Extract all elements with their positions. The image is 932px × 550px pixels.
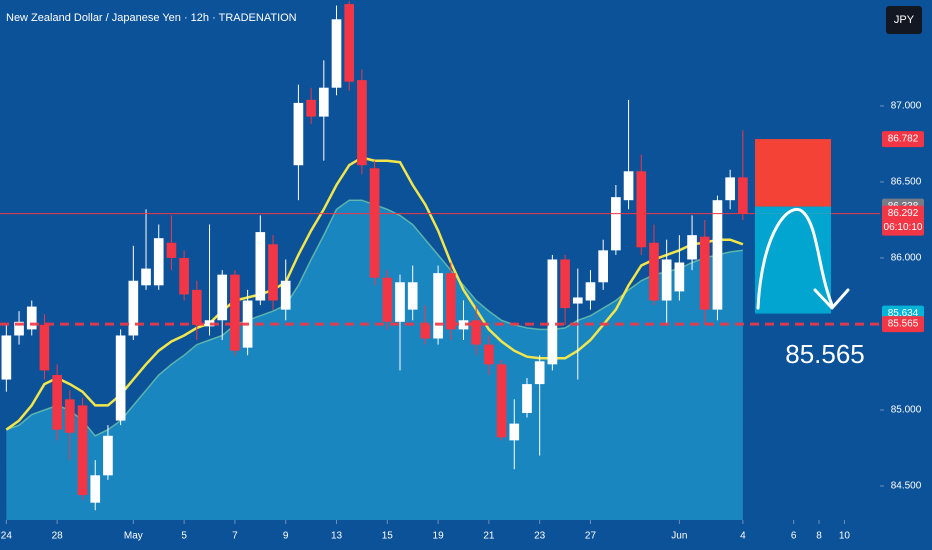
x-tick-label: 5 (181, 531, 187, 542)
candle-body (712, 200, 723, 310)
countdown-label: 06:10:10 (884, 222, 923, 233)
candle-body (293, 102, 304, 166)
candle-body (674, 262, 685, 292)
x-tick-label: 8 (816, 531, 822, 542)
candle-body (153, 238, 164, 286)
y-tick-label: 85.000 (891, 405, 922, 416)
candle-body (331, 19, 342, 88)
candle-body (141, 268, 151, 286)
candle-body (217, 274, 228, 321)
price-tag (882, 131, 924, 148)
candle-body (382, 277, 393, 322)
last-price-tag (882, 205, 924, 236)
candle-body (26, 306, 37, 330)
x-tick-label: 19 (433, 531, 445, 542)
candle-body (280, 280, 291, 310)
candle-body (687, 235, 697, 260)
candle-body (738, 177, 748, 214)
candle-body (725, 177, 735, 201)
candle-body (407, 282, 418, 310)
candle-body (306, 99, 316, 117)
candle-body (357, 80, 367, 166)
x-tick-label: 28 (52, 531, 64, 542)
candle-body (560, 259, 570, 309)
y-tick-label: 86.500 (891, 177, 922, 188)
candle-body (268, 244, 278, 301)
candle-body (445, 273, 456, 330)
candle-body (636, 171, 647, 248)
x-tick-label: May (124, 531, 143, 542)
x-tick-label: 9 (283, 531, 289, 542)
candle-body (65, 399, 75, 433)
candle-body (369, 168, 380, 278)
price-tag-label: 85.634 (888, 308, 919, 319)
y-tick-label: 87.000 (891, 101, 922, 112)
candle-body (420, 324, 431, 339)
candle-body (585, 282, 596, 301)
candle-body (471, 320, 482, 345)
candle-body (52, 374, 62, 430)
candle-body (509, 423, 520, 441)
candle-body (90, 475, 101, 503)
trade-layer: 85.565 (0, 139, 880, 369)
currency-label[interactable]: JPY (894, 14, 915, 26)
chart-title: New Zealand Dollar / Japanese Yen · 12h … (6, 12, 297, 24)
candle-body (166, 242, 177, 258)
x-tick-label: 15 (382, 531, 394, 542)
candle-body (1, 335, 12, 380)
support-value: 85.565 (785, 339, 865, 369)
candle-body (103, 435, 113, 476)
candle-body (14, 321, 24, 336)
candle-body (128, 280, 139, 336)
candle-body (572, 297, 583, 304)
x-tick-label: 21 (483, 531, 495, 542)
y-tick-label: 84.500 (891, 481, 922, 492)
candle-body (458, 320, 469, 330)
axis-layer: 84.500 85.000 86.000 86.500 87.000 24 28 May 5 7 9… (1, 101, 924, 542)
risk-zone (755, 139, 831, 207)
candle-body (661, 259, 672, 301)
candle-body (255, 232, 266, 301)
x-tick-label: 7 (232, 531, 238, 542)
candle-body (318, 87, 329, 117)
candle-body (623, 171, 634, 201)
candle-body (649, 242, 659, 301)
candle-body (344, 4, 355, 82)
x-tick-label: 24 (1, 531, 13, 542)
x-tick-label: Jun (671, 531, 687, 542)
candle-body (192, 289, 202, 325)
candle-body (179, 257, 189, 295)
candle-body (699, 236, 710, 310)
candles-layer (1, 1, 748, 511)
candle-body (547, 259, 558, 365)
price-tag-label: 85.565 (888, 319, 919, 330)
price-tag (882, 316, 924, 333)
currency-button[interactable] (886, 6, 922, 34)
x-tick-label: 23 (534, 531, 546, 542)
candle-body (230, 274, 240, 351)
candle-body (433, 273, 443, 339)
x-tick-label: 27 (585, 531, 597, 542)
candle-body (39, 324, 50, 371)
candle-body (534, 361, 545, 385)
candle-body (522, 384, 532, 413)
y-tick-label: 86.000 (891, 253, 922, 264)
candle-body (204, 320, 215, 327)
x-tick-label: 6 (791, 531, 797, 542)
candle-body (484, 344, 494, 365)
last-price-label: 86.292 (888, 208, 919, 219)
forecast-arrow (756, 208, 850, 310)
candle-body (395, 282, 405, 322)
candle-body (115, 335, 126, 421)
candle-body (598, 250, 608, 283)
x-tick-label: 13 (331, 531, 343, 542)
candle-body (77, 405, 88, 496)
x-tick-label: 4 (740, 531, 746, 542)
price-tag-label: 86.782 (888, 134, 919, 145)
ma-area (6, 200, 743, 520)
candle-body (496, 364, 507, 438)
candle-body (611, 197, 621, 251)
x-tick-label: 10 (839, 531, 851, 542)
